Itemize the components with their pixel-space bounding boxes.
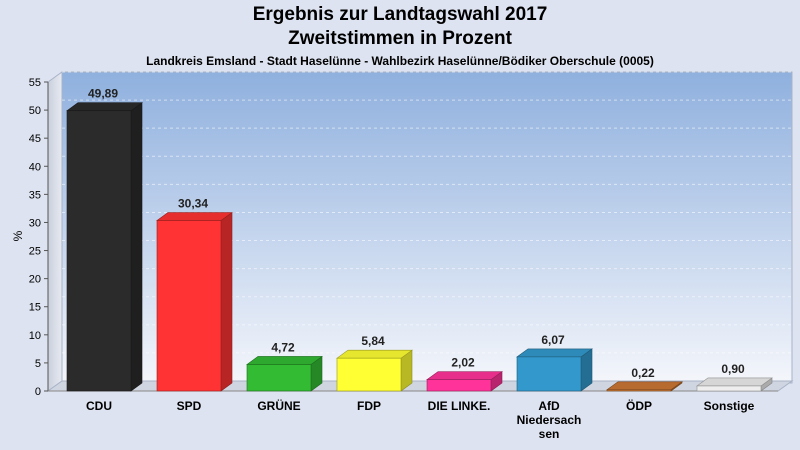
bar — [426, 379, 492, 392]
y-tick-label: 55 — [29, 77, 41, 89]
bar-top — [336, 349, 413, 359]
data-label: 0,90 — [721, 362, 745, 376]
x-tick-label: sen — [539, 427, 560, 441]
data-label: 49,89 — [88, 87, 118, 101]
bar-side — [130, 102, 143, 392]
plot-left-wall — [47, 71, 63, 392]
x-tick-label: Niedersach — [517, 413, 582, 427]
bar — [246, 364, 312, 392]
chart-subtitle: Zweitstimmen in Prozent — [288, 28, 512, 49]
y-tick-label: 50 — [29, 105, 41, 117]
bar-top — [246, 356, 323, 365]
bar — [606, 389, 672, 392]
y-tick-label: 35 — [29, 189, 41, 201]
y-tick-label: 5 — [35, 358, 41, 370]
y-tick-label: 40 — [29, 161, 41, 173]
bar-top — [516, 348, 593, 358]
bar — [336, 357, 402, 392]
data-label: 4,72 — [271, 340, 295, 354]
bar — [156, 220, 222, 392]
data-label: 2,02 — [451, 356, 475, 370]
bar-top — [426, 371, 503, 380]
y-axis-label: % — [11, 230, 25, 241]
data-label: 30,34 — [178, 197, 208, 211]
y-tick-label: 20 — [29, 274, 41, 286]
y-tick-label: 0 — [35, 386, 41, 398]
data-label: 0,22 — [631, 366, 655, 380]
bar — [66, 110, 132, 392]
x-tick-label: AfD — [538, 399, 560, 413]
bar-top — [696, 377, 773, 387]
bar — [516, 356, 582, 392]
chart-title: Ergebnis zur Landtagswahl 2017 — [252, 4, 548, 25]
y-tick-label: 30 — [29, 217, 41, 229]
bar-top — [606, 381, 683, 391]
x-tick-label: Sonstige — [704, 399, 755, 413]
y-tick-label: 45 — [29, 133, 41, 145]
chart-location-subtitle: Landkreis Emsland - Stadt Haselünne - Wa… — [146, 54, 654, 68]
y-tick-label: 10 — [29, 330, 41, 342]
x-tick-label: FDP — [357, 399, 381, 413]
x-tick-label: GRÜNE — [257, 398, 300, 413]
x-tick-label: DIE LINKE. — [428, 399, 491, 413]
x-tick-label: ÖDP — [626, 398, 652, 413]
y-tick-label: 25 — [29, 246, 41, 258]
data-label: 5,84 — [361, 334, 385, 348]
bar-top — [66, 102, 143, 112]
data-label: 6,07 — [541, 333, 565, 347]
x-tick-label: CDU — [86, 399, 112, 413]
bar — [696, 385, 762, 392]
x-tick-label: SPD — [177, 399, 202, 413]
bar-top — [156, 212, 233, 221]
bar-side — [220, 211, 233, 392]
y-tick-label: 15 — [29, 302, 41, 314]
